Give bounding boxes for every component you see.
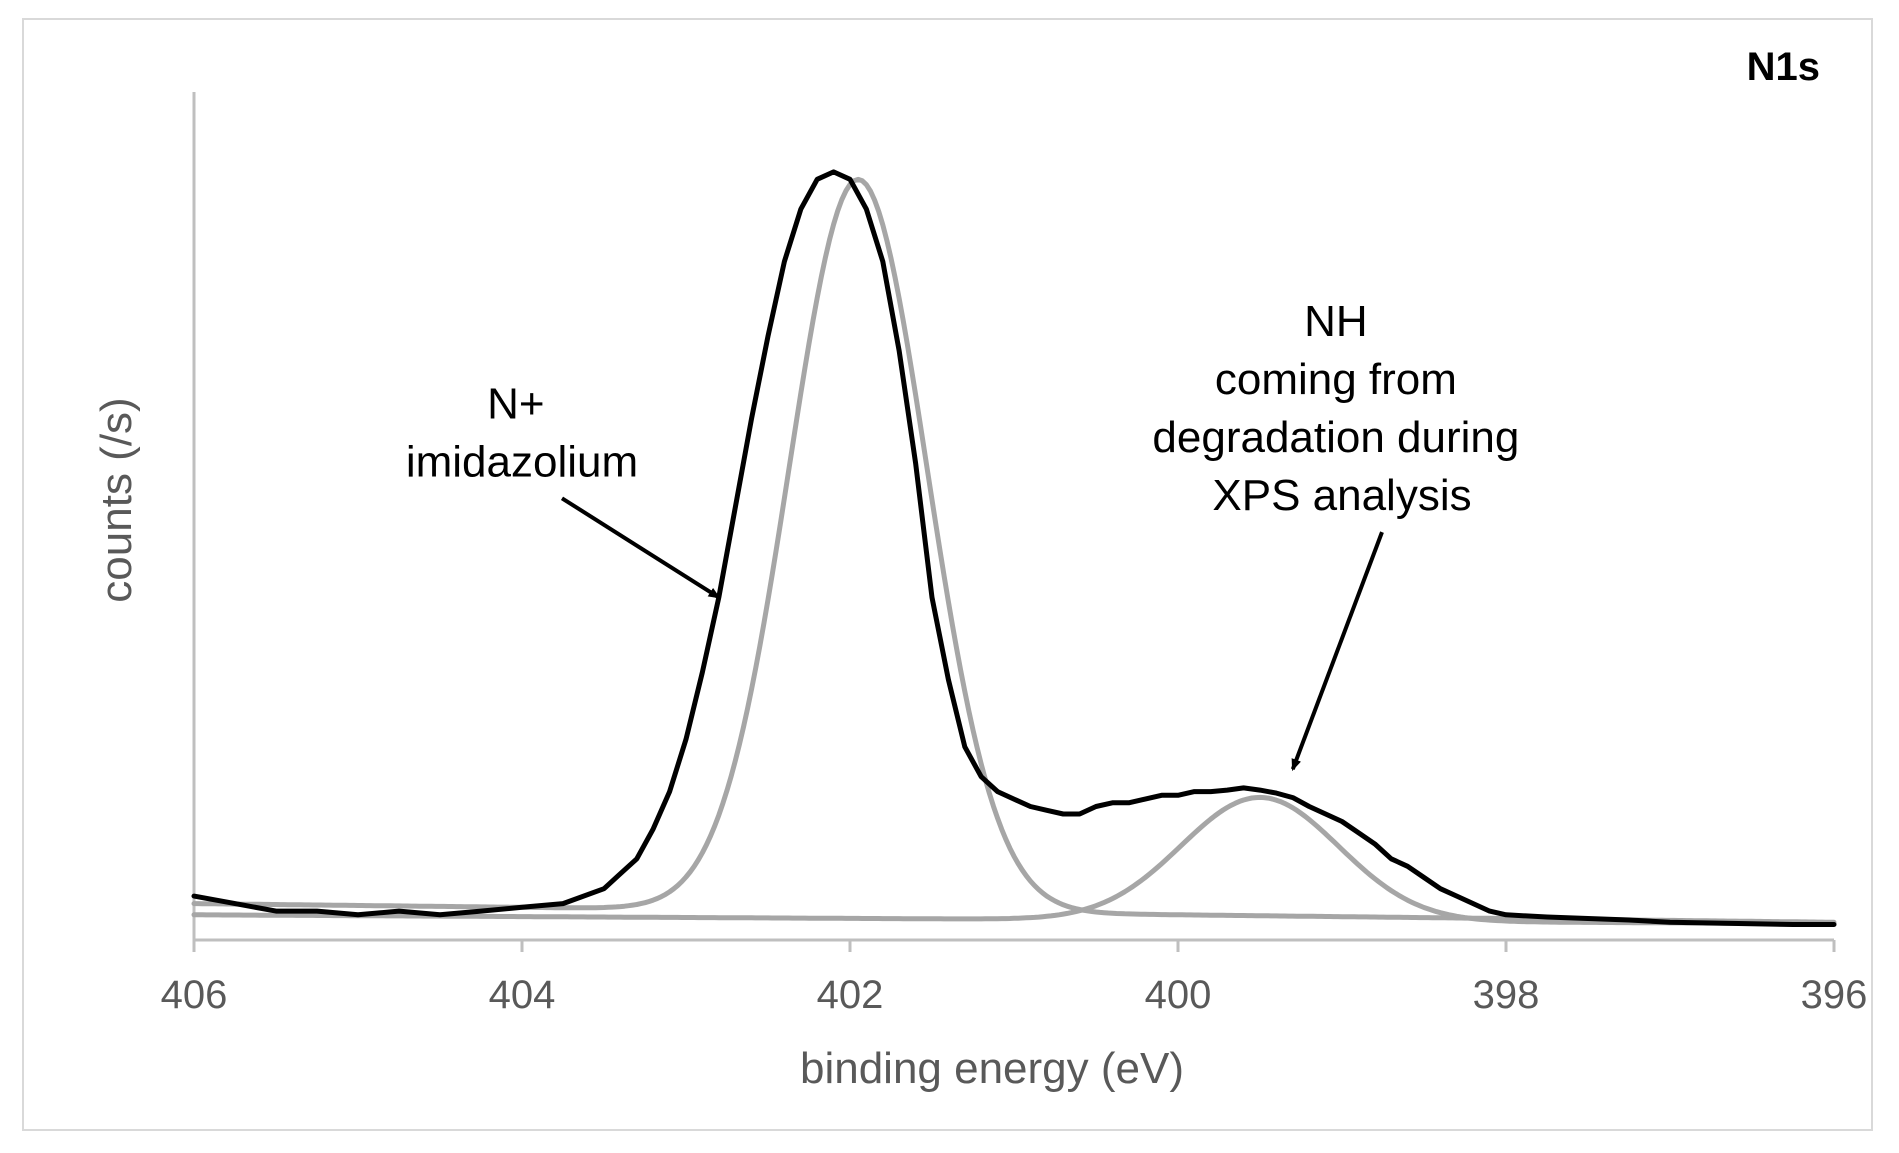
- annotation-line: XPS analysis: [1212, 471, 1471, 520]
- chart-svg: N1s 406 404 402 400 398 396 binding ener…: [92, 45, 1868, 1093]
- x-tick-label: 404: [489, 973, 556, 1017]
- chart-frame: N1s 406 404 402 400 398 396 binding ener…: [22, 18, 1873, 1131]
- x-axis-title: binding energy (eV): [800, 1044, 1184, 1093]
- x-tick-label: 402: [817, 973, 884, 1017]
- series-layer: [191, 169, 1837, 927]
- y-axis-title: counts (/s): [92, 397, 141, 602]
- annotation-line: degradation during: [1152, 413, 1519, 462]
- annotation-line: N+: [487, 379, 544, 428]
- tick-marks: [192, 940, 1836, 952]
- x-tick-label: 396: [1801, 973, 1868, 1017]
- annotation-arrow-nh: [1290, 531, 1384, 772]
- annotation-line: imidazolium: [406, 437, 638, 486]
- annotation-nh: NH coming from degradation during XPS an…: [1152, 297, 1531, 520]
- annotation-n-plus: N+ imidazolium: [406, 379, 638, 486]
- fit-curve-nh: [191, 794, 1837, 927]
- x-tick-label: 398: [1473, 973, 1540, 1017]
- fit-curve-n-plus: [191, 176, 1837, 925]
- x-tick-label: 400: [1145, 973, 1212, 1017]
- annotation-line: NH: [1304, 297, 1368, 346]
- annotation-line: coming from: [1215, 355, 1457, 404]
- chart-title: N1s: [1747, 45, 1820, 89]
- x-tick-label: 406: [161, 973, 228, 1017]
- annotation-arrow-n-plus: [560, 496, 721, 600]
- measured-spectrum-line: [191, 169, 1837, 927]
